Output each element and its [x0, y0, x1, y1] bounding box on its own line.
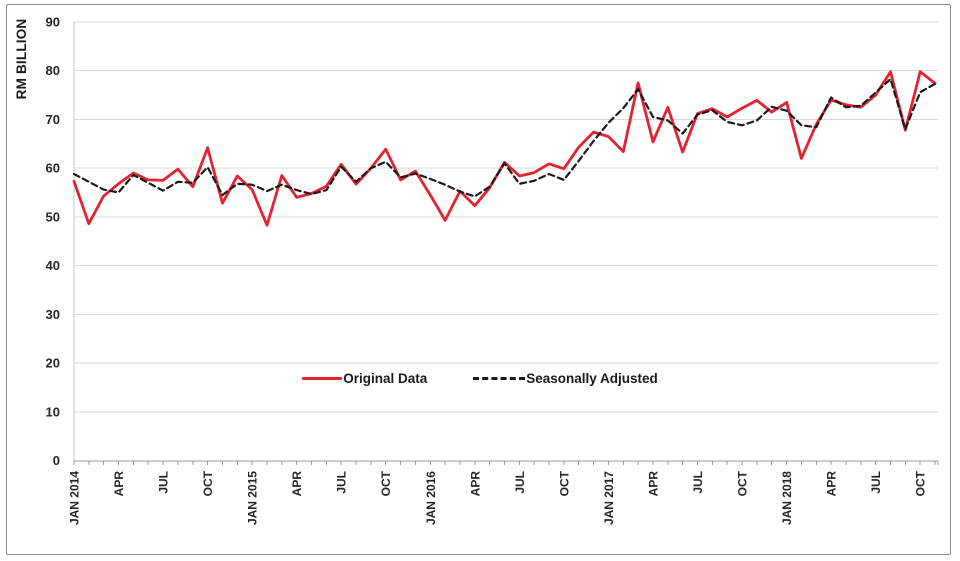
legend-item-original-data: Original Data	[302, 371, 427, 386]
svg-text:10: 10	[46, 404, 60, 419]
svg-text:70: 70	[46, 112, 60, 127]
svg-text:40: 40	[46, 258, 60, 273]
svg-text:OCT: OCT	[379, 470, 393, 496]
svg-text:JUL: JUL	[869, 471, 883, 494]
svg-text:JUL: JUL	[335, 471, 349, 494]
svg-text:30: 30	[46, 307, 60, 322]
svg-text:JAN 2018: JAN 2018	[780, 471, 794, 525]
svg-text:APR: APR	[825, 471, 839, 497]
legend-label-original-data: Original Data	[343, 371, 428, 386]
svg-text:50: 50	[46, 209, 60, 224]
legend-item-seasonally-adjusted: Seasonally Adjusted	[473, 371, 658, 386]
svg-text:OCT: OCT	[201, 470, 215, 496]
chart-legend: Original Data Seasonally Adjusted	[0, 371, 960, 386]
svg-text:APR: APR	[468, 471, 482, 497]
svg-text:JUL: JUL	[513, 471, 527, 494]
svg-text:JAN 2017: JAN 2017	[602, 471, 616, 525]
svg-text:APR: APR	[646, 471, 660, 497]
svg-text:APR: APR	[112, 471, 126, 497]
svg-text:90: 90	[46, 15, 60, 30]
y-axis-title: RM BILLION	[14, 18, 29, 100]
svg-text:OCT: OCT	[914, 470, 928, 496]
dashed-black-line-icon	[473, 377, 526, 380]
svg-text:JAN 2016: JAN 2016	[424, 471, 438, 525]
svg-text:JUL: JUL	[157, 471, 171, 494]
svg-text:OCT: OCT	[736, 470, 750, 496]
legend-label-seasonally-adjusted: Seasonally Adjusted	[526, 371, 658, 386]
svg-text:60: 60	[46, 161, 60, 176]
svg-text:0: 0	[53, 453, 60, 468]
svg-text:JUL: JUL	[691, 471, 705, 494]
svg-text:80: 80	[46, 63, 60, 78]
svg-text:OCT: OCT	[557, 470, 571, 496]
solid-red-line-icon	[302, 377, 343, 380]
svg-text:JAN 2014: JAN 2014	[68, 471, 82, 525]
svg-text:20: 20	[46, 356, 60, 371]
svg-text:JAN 2015: JAN 2015	[246, 471, 260, 525]
svg-text:APR: APR	[290, 471, 304, 497]
